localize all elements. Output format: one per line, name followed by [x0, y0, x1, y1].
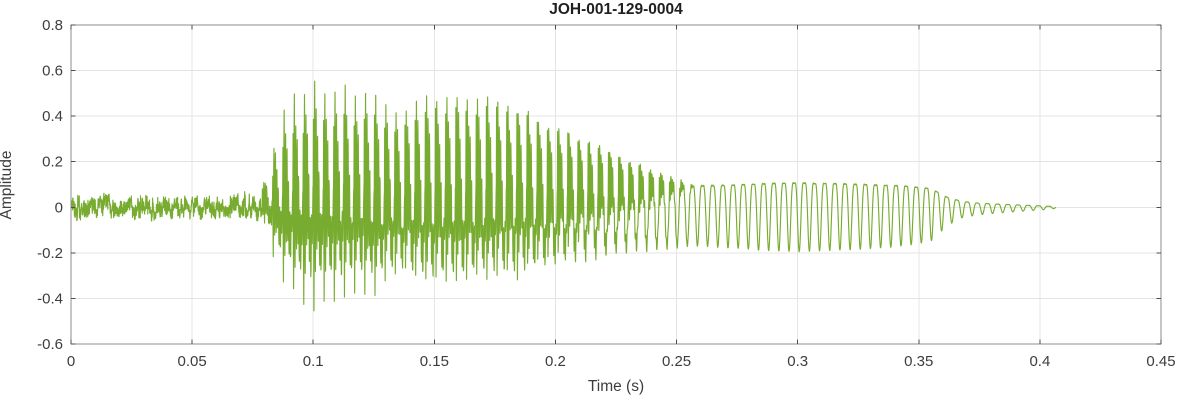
x-tick-label: 0.15 — [420, 353, 449, 370]
x-tick-label: 0.05 — [178, 353, 207, 370]
y-tick-labels: -0.6 -0.4 -0.2 0 0.2 0.4 0.6 0.8 — [37, 17, 63, 353]
chart-title: JOH-001-129-0004 — [549, 1, 683, 18]
x-tick-labels: 0 0.05 0.1 0.15 0.2 0.25 0.3 0.35 0.4 0.45 — [67, 353, 1176, 370]
y-tick-label: -0.6 — [37, 336, 63, 353]
y-tick-label: 0.4 — [42, 108, 63, 125]
x-tick-label: 0.2 — [545, 353, 566, 370]
tick-marks — [70, 24, 1162, 345]
y-tick-label: 0.2 — [42, 154, 63, 171]
y-tick-label: -0.4 — [37, 290, 63, 307]
x-tick-label: 0.35 — [904, 353, 933, 370]
waveform-path — [70, 80, 1056, 312]
x-axis-label: Time (s) — [587, 378, 645, 395]
y-tick-label: 0.6 — [42, 63, 63, 80]
x-tick-label: 0 — [67, 353, 75, 370]
x-tick-label: 0.3 — [787, 353, 808, 370]
y-axis-label: Amplitude — [0, 150, 15, 220]
x-tick-label: 0.45 — [1146, 353, 1175, 370]
y-tick-label: 0 — [55, 199, 63, 216]
y-tick-label: -0.2 — [37, 245, 63, 262]
grid-lines — [71, 25, 1161, 344]
axis-box — [70, 24, 1162, 345]
x-tick-label: 0.4 — [1029, 353, 1050, 370]
x-tick-label: 0.1 — [303, 353, 324, 370]
x-tick-label: 0.25 — [662, 353, 691, 370]
y-tick-label: 0.8 — [42, 17, 63, 34]
